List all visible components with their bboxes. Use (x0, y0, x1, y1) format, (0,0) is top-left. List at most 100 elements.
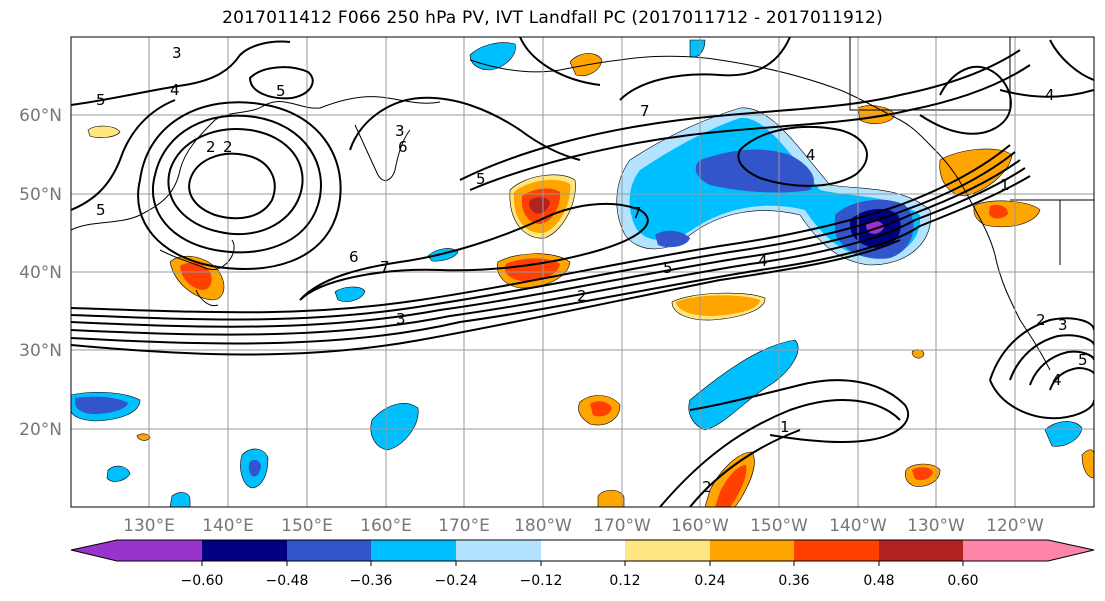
negative-anomaly-region (469, 42, 516, 71)
longitude-label: 140°W (829, 516, 887, 536)
pv-contour (167, 128, 304, 236)
colorbar-tick-label: −0.12 (520, 573, 563, 589)
contour-label: 2 (577, 287, 587, 305)
positive-anomaly-region (676, 295, 760, 316)
contour-label: 5 (663, 259, 673, 277)
longitude-label: 120°W (986, 516, 1044, 536)
contour-label: 2 (702, 478, 712, 496)
contour-label: 4 (806, 146, 816, 164)
colorbar-segment (541, 540, 625, 561)
pv-contour (71, 151, 1016, 321)
coastline-kamchatka (354, 124, 411, 181)
contour-label: 5 (276, 82, 286, 100)
pv-contour (1029, 350, 1094, 386)
positive-anomaly-region (912, 467, 933, 481)
colorbar-outline (70, 539, 1095, 562)
longitude-label: 140°E (202, 516, 254, 536)
coastline-chukotka (469, 59, 621, 73)
positive-anomaly-region (1081, 449, 1094, 479)
contour-label: 1 (780, 418, 790, 436)
pv-contour-labels: 3 4 5 5 2 2 3 6 5 6 7 7 7 5 4 4 2 3 1 1 … (96, 44, 1088, 496)
contour-label: 7 (632, 204, 642, 222)
colorbar-tick-label: 0.12 (609, 573, 640, 589)
contour-label: 4 (170, 81, 180, 99)
gridlines (71, 37, 1094, 507)
contour-label: 4 (1045, 86, 1055, 104)
pv-contour (71, 175, 1031, 345)
negative-anomaly-region (655, 230, 690, 248)
pv-contour (71, 99, 176, 211)
contour-label: 5 (96, 201, 106, 219)
map-frame (70, 36, 1095, 508)
contour-label: 7 (380, 258, 390, 276)
colorbar-tick-label: 0.48 (863, 573, 894, 589)
pv-contour (919, 65, 1012, 135)
coastline-northamerica-interior (849, 37, 1094, 265)
pc-shading-layer (71, 39, 1094, 507)
pv-contour (71, 239, 901, 356)
colorbar-segment (202, 540, 287, 561)
coastline-alaska (619, 55, 1051, 371)
contour-label: 2 (1036, 311, 1046, 329)
colorbar-tick-label: −0.24 (435, 573, 478, 589)
colorbar-segment (963, 540, 1048, 561)
pv-contour (999, 89, 1094, 98)
pv-contour (71, 167, 1026, 336)
colorbar-ticks (201, 561, 964, 566)
pv-contour (989, 379, 1094, 420)
contour-label: 2 (223, 138, 233, 156)
map-title: 2017011412 F066 250 hPa PV, IVT Landfall… (222, 8, 883, 28)
positive-anomaly-region (87, 125, 121, 138)
negative-anomaly-region (689, 39, 706, 58)
positive-anomaly-region (180, 262, 212, 290)
colorbar-segment (1048, 540, 1094, 561)
colorbar-segment (625, 540, 710, 561)
latitude-label: 40°N (19, 263, 62, 283)
longitude-label: 150°W (750, 516, 808, 536)
latitude-label: 20°N (19, 420, 62, 440)
longitude-labels: 130°E 140°E 150°E 160°E 170°E 180°W 170°… (123, 516, 1044, 536)
contour-label: 4 (1052, 371, 1062, 389)
pv-contour (619, 37, 791, 101)
contour-label: 6 (398, 138, 408, 156)
pv-contour (519, 37, 601, 86)
longitude-label: 170°W (593, 516, 651, 536)
positive-anomaly-region (911, 349, 925, 359)
colorbar-tick-label: −0.36 (350, 573, 393, 589)
colorbar-tick-label: 0.60 (947, 573, 978, 589)
colorbar-labels: −0.60 −0.48 −0.36 −0.24 −0.12 0.12 0.24 … (181, 573, 979, 589)
pv-contour (188, 152, 276, 220)
contour-label: 6 (349, 248, 359, 266)
latitude-label: 30°N (19, 341, 62, 361)
pv-contour (248, 66, 314, 100)
pv-contour (989, 317, 1094, 381)
contour-label: 3 (395, 122, 405, 140)
negative-anomaly-region (334, 286, 366, 302)
negative-anomaly-region (370, 403, 419, 451)
longitude-label: 130°E (123, 516, 175, 536)
pv-contour (137, 101, 342, 270)
colorbar-segment (710, 540, 794, 561)
colorbar-segment (456, 540, 541, 561)
pv-contour (469, 64, 1031, 191)
contour-label: 3 (396, 310, 406, 328)
pv-contour (459, 49, 1021, 181)
coastlines (71, 37, 1094, 371)
contour-label: 4 (758, 252, 768, 270)
latitude-label: 60°N (19, 106, 62, 126)
positive-anomaly-region (939, 148, 1013, 197)
positive-anomaly-region (529, 197, 550, 214)
colorbar-segment (794, 540, 879, 561)
colorbar-tick-label: 0.36 (778, 573, 809, 589)
colorbar-tick-label: 0.24 (694, 573, 725, 589)
longitude-label: 170°E (438, 516, 490, 536)
contour-label: 5 (96, 91, 106, 109)
contour-label: 3 (172, 44, 182, 62)
longitude-label: 160°E (360, 516, 412, 536)
negative-anomaly-region (695, 149, 814, 193)
colorbar-segment (879, 540, 963, 561)
negative-anomaly-region (75, 396, 128, 414)
contour-label: 1 (1000, 176, 1010, 194)
negative-anomaly-region (688, 339, 799, 431)
